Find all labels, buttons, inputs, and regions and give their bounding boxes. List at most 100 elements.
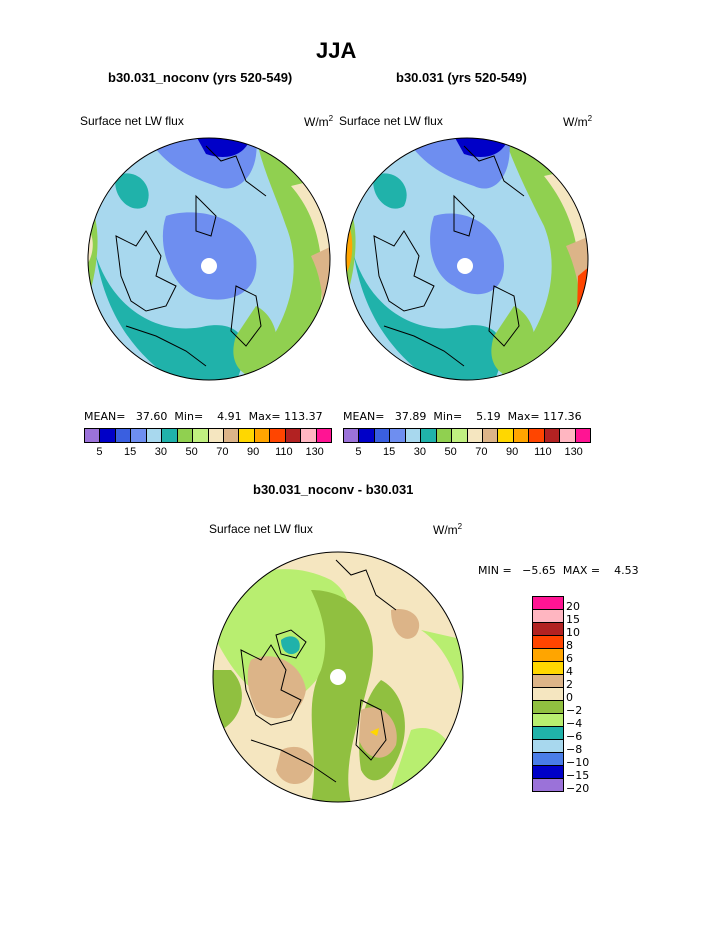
colorbar-1-swatch [285, 429, 302, 442]
colorbar-2-swatch [482, 429, 499, 442]
colorbar-1-tick-label: 30 [154, 446, 167, 458]
colorbar-2-swatch [436, 429, 453, 442]
difference-colorbar-tick-label: 10 [566, 626, 580, 639]
difference-colorbar-swatch [533, 727, 563, 740]
colorbar-2-swatch [513, 429, 530, 442]
difference-colorbar-swatch [533, 740, 563, 753]
colorbar-1-swatch [301, 429, 317, 442]
difference-colorbar-swatch [533, 610, 563, 623]
colorbar-1-swatch [254, 429, 271, 442]
difference-colorbar [532, 596, 564, 792]
colorbar-2-tick-label: 70 [475, 446, 488, 458]
colorbar-2-tick-label: 50 [444, 446, 457, 458]
panel-1-stats: MEAN= 37.60 Min= 4.91 Max= 113.37 [84, 410, 323, 423]
colorbar-1-swatch [239, 429, 255, 442]
difference-colorbar-swatch [533, 701, 563, 714]
colorbar-2-swatch [390, 429, 406, 442]
panel-1-variable-label: Surface net LW flux [80, 114, 184, 128]
colorbar-2-swatch [544, 429, 561, 442]
colorbar-1-swatch [85, 429, 101, 442]
panel-2-subtitle: b30.031 (yrs 520-549) [396, 70, 527, 85]
panel-1-subtitle: b30.031_noconv (yrs 520-549) [108, 70, 293, 85]
difference-colorbar-tick-label: 20 [566, 600, 580, 613]
colorbar-2-swatch [359, 429, 375, 442]
panel-2-units: W/m2 [563, 114, 593, 129]
colorbar-1-swatch [162, 429, 178, 442]
colorbar-1-swatch [270, 429, 286, 442]
colorbar-1-swatch [316, 429, 331, 442]
colorbar-1-tick-label: 110 [275, 446, 293, 458]
colorbar-2-swatch [560, 429, 576, 442]
colorbar-2-swatch [405, 429, 422, 442]
colorbar-2-swatch [452, 429, 468, 442]
difference-colorbar-swatch [533, 766, 563, 779]
colorbar-2 [343, 428, 591, 443]
polar-map-1 [87, 137, 331, 381]
difference-colorbar-tick-label: −6 [566, 730, 583, 743]
difference-colorbar-tick-label: −15 [566, 769, 590, 782]
difference-colorbar-swatch [533, 675, 563, 688]
colorbar-1-swatch [100, 429, 116, 442]
colorbar-2-tick-label: 15 [383, 446, 396, 458]
difference-colorbar-tick-label: 2 [566, 678, 573, 691]
difference-colorbar-swatch [533, 688, 563, 701]
colorbar-1-swatch [193, 429, 209, 442]
panel-2-stats: MEAN= 37.89 Min= 5.19 Max= 117.36 [343, 410, 582, 423]
colorbar-1-tick-label: 90 [247, 446, 260, 458]
colorbar-2-swatch [467, 429, 483, 442]
colorbar-1-swatch [223, 429, 240, 442]
colorbar-1-tick-label: 130 [305, 446, 324, 458]
colorbar-1-tick-label: 70 [216, 446, 229, 458]
difference-colorbar-swatch [533, 597, 563, 610]
difference-colorbar-tick-label: 8 [566, 639, 573, 652]
colorbar-2-ticks: 5 15 30 50 70 90 110 130 [343, 446, 589, 460]
difference-colorbar-tick-label: −2 [566, 704, 583, 717]
colorbar-2-swatch [374, 429, 391, 442]
colorbar-2-swatch [529, 429, 545, 442]
colorbar-2-tick-label: 130 [564, 446, 583, 458]
colorbar-2-tick-label: 90 [506, 446, 519, 458]
colorbar-1-swatch [208, 429, 224, 442]
panel-1-units: W/m2 [304, 114, 334, 129]
colorbar-2-tick-label: 30 [413, 446, 426, 458]
difference-colorbar-swatch [533, 753, 563, 766]
difference-colorbar-tick-label: 4 [566, 665, 573, 678]
difference-colorbar-ticks: 20 15 10 8 6 4 2 0 −2 −4 −6 −8 −10 −15 −20 [566, 596, 606, 796]
difference-colorbar-swatch [533, 649, 563, 662]
page-title: JJA [316, 38, 357, 63]
difference-variable-label: Surface net LW flux [209, 522, 313, 536]
colorbar-1-tick-label: 15 [124, 446, 137, 458]
colorbar-2-swatch [421, 429, 437, 442]
difference-colorbar-tick-label: −10 [566, 756, 590, 769]
colorbar-1-tick-label: 5 [96, 446, 103, 458]
difference-subtitle: b30.031_noconv - b30.031 [253, 482, 414, 497]
colorbar-1 [84, 428, 332, 443]
colorbar-1-swatch [131, 429, 147, 442]
colorbar-2-tick-label: 5 [355, 446, 362, 458]
difference-colorbar-tick-label: 0 [566, 691, 573, 704]
difference-colorbar-tick-label: 6 [566, 652, 573, 665]
difference-colorbar-tick-label: −4 [566, 717, 583, 730]
colorbar-2-swatch [344, 429, 360, 442]
colorbar-2-swatch [575, 429, 590, 442]
difference-colorbar-tick-label: 15 [566, 613, 580, 626]
polar-map-difference [212, 551, 464, 803]
colorbar-1-swatch [177, 429, 194, 442]
difference-colorbar-swatch [533, 779, 563, 791]
difference-colorbar-swatch [533, 623, 563, 636]
colorbar-2-swatch [498, 429, 514, 442]
panel-2-variable-label: Surface net LW flux [339, 114, 443, 128]
difference-colorbar-swatch [533, 662, 563, 675]
difference-units: W/m2 [433, 522, 463, 537]
difference-colorbar-tick-label: −20 [566, 782, 590, 795]
colorbar-1-swatch [146, 429, 163, 442]
difference-minmax: MIN = −5.65 MAX = 4.53 [478, 564, 639, 577]
colorbar-1-swatch [115, 429, 132, 442]
difference-colorbar-swatch [533, 714, 563, 727]
polar-map-2 [345, 137, 589, 381]
colorbar-1-tick-label: 50 [185, 446, 198, 458]
difference-colorbar-tick-label: −8 [566, 743, 583, 756]
difference-colorbar-swatch [533, 636, 563, 649]
colorbar-2-tick-label: 110 [534, 446, 552, 458]
colorbar-1-ticks: 5 15 30 50 70 90 110 130 [84, 446, 330, 460]
